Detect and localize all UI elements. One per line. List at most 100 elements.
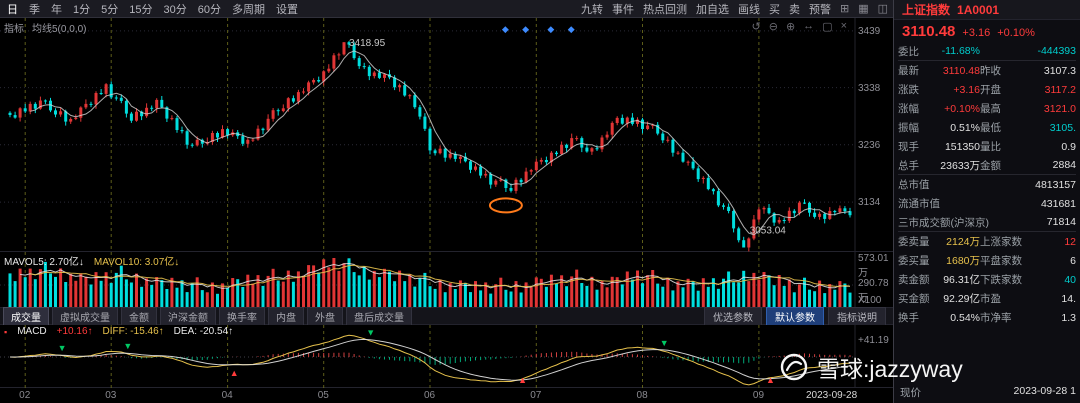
symbol-name[interactable]: 上证指数 — [902, 3, 951, 17]
quote-label: 振幅 — [898, 122, 919, 134]
current-price-label: 现价 — [900, 387, 921, 399]
tool-button[interactable]: 九转 — [580, 3, 603, 16]
quote-row: 委买量 1680万 平盘家数 6 — [898, 251, 1076, 270]
tool-button[interactable]: 卖 — [788, 3, 800, 16]
refresh-icon[interactable]: ↺ — [751, 21, 761, 33]
quote-price-row: 3110.48 +3.16 +0.10% — [894, 20, 1080, 42]
zoom-in-icon[interactable]: ⊕ — [785, 21, 796, 33]
period-button[interactable]: 多周期 — [232, 3, 265, 16]
maximize-icon[interactable]: ▢ — [822, 21, 833, 33]
param-button[interactable]: 指标说明 — [828, 306, 886, 326]
tab-3[interactable]: 沪深金额 — [160, 306, 216, 326]
tab-4[interactable]: 换手率 — [219, 306, 265, 326]
macd-chart[interactable]: ▼ ▼ ▲ ▼ ▲ ▼ ▲ — [0, 325, 893, 388]
price-axis-label: 3134 — [858, 197, 881, 209]
period-button[interactable]: 季 — [29, 3, 40, 16]
quote-value: 431681 — [1040, 197, 1076, 210]
toolbar-tools: 九转 事件 热点回测 加自选 画线买卖预警 ⊞ ▦ ◫ — [581, 1, 893, 17]
quote-label: 三市成交额(沪深京) — [898, 216, 989, 229]
quote-value: -444393 — [1037, 45, 1076, 57]
macd-pane[interactable]: ▼ ▼ ▲ ▼ ▲ ▼ ▲ ▪ MACD +10.16↑ DIFF: -15.46↑ DEA… — [0, 325, 893, 388]
quote-value: 71814 — [1046, 216, 1076, 228]
volume-bars[interactable] — [8, 258, 852, 307]
grid-lines — [0, 325, 856, 388]
quote-panel: 上证指数 1A0001 3110.48 +3.16 +0.10% 委比 -11.6… — [893, 0, 1080, 403]
drawn-highlight-ellipse[interactable] — [488, 197, 523, 214]
period-button[interactable]: 15分 — [129, 3, 153, 16]
diff-line — [9, 334, 851, 386]
tool-button[interactable]: 加自选 — [695, 3, 729, 16]
quote-label: 卖金额 — [898, 274, 930, 286]
month-axis-label: 02 — [19, 390, 31, 401]
macd-axis-max: +41.19 — [858, 335, 889, 346]
period-button[interactable]: 日 — [7, 3, 18, 16]
quote-label: 最高 — [980, 103, 1001, 115]
quote-label: 委比 — [898, 45, 919, 58]
quote-label: 量比 — [980, 141, 1001, 153]
volume-axis-mid: 290.78万 — [858, 278, 889, 304]
quote-row: 委卖量 2124万 上涨家数 12 — [898, 232, 1076, 251]
tab-2[interactable]: 金额 — [121, 306, 157, 326]
svg-text:▼: ▼ — [366, 328, 375, 338]
price-axis-label: 3338 — [858, 82, 881, 94]
quote-value: 3105. — [1049, 121, 1076, 134]
candlestick-chart[interactable]: ◆ ◆ ◆ ◆ 3418.95 3053.04 — [0, 18, 893, 252]
quote-value: 2124万 — [946, 236, 980, 248]
quote-label: 上涨家数 — [980, 236, 1022, 248]
tab-7[interactable]: 盘后成交量 — [346, 306, 412, 326]
quote-label: 市净率 — [980, 312, 1012, 324]
event-diamond-icons: ◆ ◆ ◆ ◆ — [502, 24, 575, 34]
quote-value: 3107.3 — [1043, 64, 1076, 77]
param-button[interactable]: 默认参数 — [766, 306, 824, 326]
tab-1[interactable]: 虚拟成交量 — [52, 306, 118, 326]
param-buttons: 优选参数 默认参数 指标说明 — [704, 306, 890, 326]
ma5-line — [30, 50, 851, 236]
horizontal-expand-icon[interactable]: ↔ — [803, 20, 815, 32]
quote-value: 4813157 — [1035, 178, 1076, 191]
period-button[interactable]: 年 — [51, 3, 62, 16]
mavol10-line — [30, 264, 851, 288]
quote-label: 平盘家数 — [980, 255, 1022, 267]
close-icon[interactable]: × — [840, 20, 847, 32]
quote-label: 委买量 — [898, 255, 930, 267]
param-button[interactable]: 优选参数 — [704, 306, 762, 326]
grid-layout-icon[interactable]: ⊞ — [839, 3, 850, 15]
tool-button[interactable]: 预警 — [808, 3, 831, 16]
tool-button[interactable]: 热点回测 — [642, 3, 687, 16]
volume-axis-unit: X100 — [858, 295, 882, 306]
tab-5[interactable]: 内盘 — [268, 306, 304, 326]
main-chart-pane[interactable]: ◆ ◆ ◆ ◆ 3418.95 3053.04 指标 均线5(0,0,0) ↺ ⊖ ⊕ ↔ ▢ × … — [0, 18, 893, 252]
tab-0[interactable]: 成交量 — [3, 306, 49, 326]
period-button[interactable]: 设置 — [276, 3, 298, 16]
sidebar-icon[interactable]: ◫ — [877, 3, 888, 15]
svg-text:▼: ▼ — [58, 343, 67, 353]
multi-window-icon[interactable]: ▦ — [858, 3, 869, 15]
quote-value: 3117.2 — [1044, 83, 1076, 96]
quote-row: 委比 -11.68% -444393 — [898, 42, 1076, 61]
volume-pane[interactable]: MAVOL5: 2.70亿↓ MAVOL10: 3.07亿↓ 573.01万 2… — [0, 252, 893, 308]
candles[interactable] — [8, 41, 852, 252]
tool-button[interactable]: 画线 — [737, 3, 760, 16]
last-date-label: 2023-09-28 — [806, 390, 858, 401]
tab-6[interactable]: 外盘 — [307, 306, 343, 326]
quote-row: 换手 0.54% 市净率 1.3 — [898, 308, 1076, 327]
period-selector: 日季年 1分 5分 15分 30分 60分 多周期 设置 — [0, 1, 298, 17]
period-button[interactable]: 30分 — [163, 3, 187, 16]
quote-row: 现手 151350 量比 0.9 — [898, 137, 1076, 156]
period-button[interactable]: 1分 — [73, 3, 91, 16]
quote-row: 三市成交额(沪深京) 71814 — [898, 213, 1076, 232]
month-axis-label: 09 — [752, 390, 765, 401]
period-button[interactable]: 5分 — [101, 3, 119, 16]
zoom-out-icon[interactable]: ⊖ — [768, 21, 778, 33]
quote-value: 6 — [1070, 254, 1076, 267]
grid-lines — [0, 252, 856, 308]
quote-label: 开盘 — [980, 84, 1001, 96]
tool-button[interactable]: 买 — [768, 3, 780, 16]
quote-row: 总市值 4813157 — [898, 175, 1076, 194]
tool-button[interactable]: 事件 — [611, 3, 634, 16]
volume-chart[interactable] — [0, 252, 893, 308]
quote-label: 下跌家数 — [980, 274, 1022, 286]
price-change-pct: +0.10% — [997, 27, 1035, 39]
period-button[interactable]: 60分 — [197, 3, 221, 16]
